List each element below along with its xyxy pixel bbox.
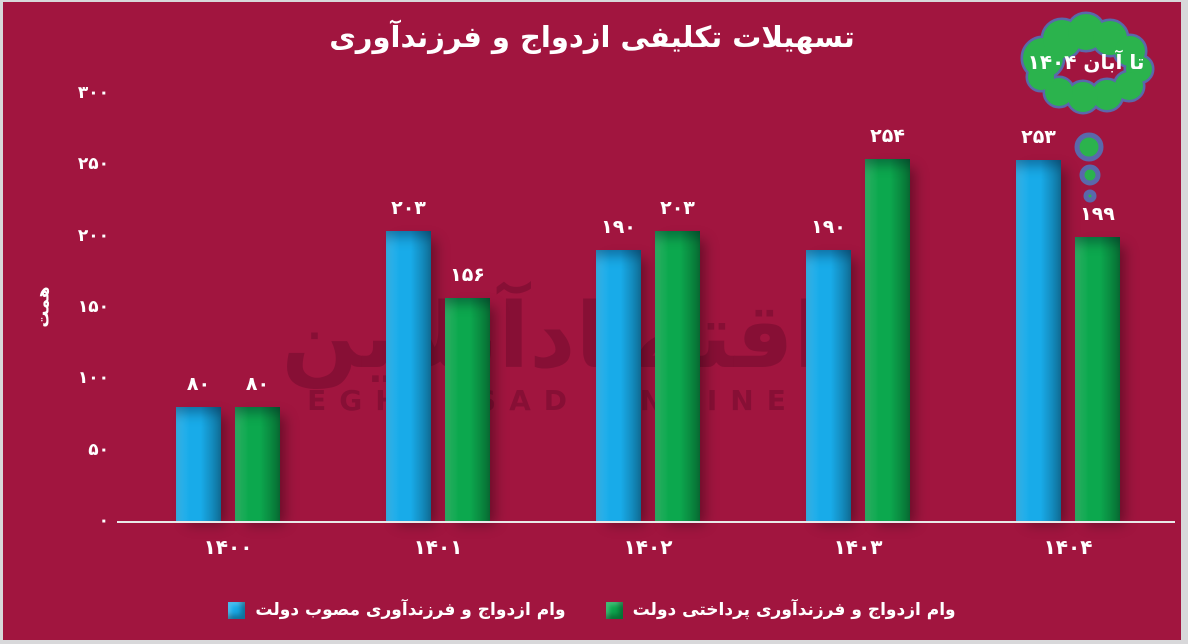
bar-value-label: ۱۹۰ bbox=[811, 215, 846, 238]
bar-group: ۲۵۳ ۱۹۹ ۱۴۰۴ bbox=[963, 93, 1173, 559]
chart-title: تسهیلات تکلیفی ازدواج و فرزندآوری bbox=[329, 20, 855, 54]
bar-group: ۲۰۳ ۱۵۶ ۱۴۰۱ bbox=[333, 93, 543, 559]
y-tick-label: ۲۰۰ bbox=[77, 225, 109, 246]
bar-approved: ۱۹۰ bbox=[596, 216, 641, 521]
legend-swatch-icon bbox=[605, 601, 623, 619]
y-axis: ۰ ۵۰ ۱۰۰ ۱۵۰ ۲۰۰ ۲۵۰ ۳۰۰ bbox=[43, 83, 109, 531]
x-category-label: ۱۴۰۱ bbox=[413, 535, 463, 559]
plot-groups: ۸۰ ۸۰ ۱۴۰۰ ۲۰۳ ۱۵۶ ۱۴۰۱ ۱۹۰ ۲۰۳ ۱۴۰۲ ۱۹۰ ۲۵۴ ۱۴۰۳ ۲۵… bbox=[123, 93, 1173, 559]
bar-paid: ۸۰ bbox=[235, 373, 280, 521]
bar-value-label: ۲۰۳ bbox=[660, 197, 695, 220]
bar-value-label: ۲۵۳ bbox=[1021, 126, 1056, 149]
thought-cloud-icon bbox=[1020, 11, 1155, 203]
legend-item: وام ازدواج و فرزندآوری مصوب دولت bbox=[228, 600, 566, 620]
y-tick-label: ۳۰۰ bbox=[77, 83, 109, 103]
bar-value-label: ۸۰ bbox=[186, 372, 211, 395]
bar-value-label: ۸۰ bbox=[245, 372, 270, 395]
x-category-label: ۱۴۰۳ bbox=[833, 535, 883, 559]
y-tick-label: ۰ bbox=[98, 511, 109, 531]
bar-value-label: ۱۹۹ bbox=[1080, 203, 1115, 226]
bar-approved: ۱۹۰ bbox=[806, 216, 851, 521]
legend-swatch-icon bbox=[228, 601, 246, 619]
plot-area: ۰ ۵۰ ۱۰۰ ۱۵۰ ۲۰۰ ۲۵۰ ۳۰۰ همت ۸۰ ۸۰ ۱۴۰۰ ۲۰۳ ۱۵۶ ۱۴۰… bbox=[34, 83, 1175, 559]
bar-paid: ۱۵۶ bbox=[445, 264, 490, 521]
y-tick-label: ۵۰ bbox=[88, 439, 109, 460]
bar-group: ۱۹۰ ۲۵۴ ۱۴۰۳ bbox=[753, 93, 963, 559]
bar-paid: ۱۹۹ bbox=[1075, 203, 1120, 521]
chart-panel: تسهیلات تکلیفی ازدواج و فرزندآوری اقتصاد… bbox=[3, 2, 1181, 640]
y-tick-label: ۱۵۰ bbox=[77, 297, 109, 317]
y-axis-unit-label: همت bbox=[33, 286, 54, 328]
x-category-label: ۱۴۰۰ bbox=[203, 535, 253, 559]
bar-value-label: ۱۵۶ bbox=[450, 264, 485, 287]
y-tick-label: ۲۵۰ bbox=[77, 154, 109, 175]
x-axis-line bbox=[117, 521, 1175, 523]
annotation-bubble: تا آبان ۱۴۰۴ bbox=[1007, 6, 1165, 211]
bar-value-label: ۲۰۳ bbox=[391, 197, 426, 220]
bar-approved: ۲۵۳ bbox=[1016, 126, 1061, 521]
bar-approved: ۸۰ bbox=[176, 373, 221, 521]
bar-approved: ۲۰۳ bbox=[386, 197, 431, 521]
x-category-label: ۱۴۰۴ bbox=[1043, 535, 1093, 559]
annotation-text: تا آبان ۱۴۰۴ bbox=[1027, 50, 1145, 74]
legend-label: وام ازدواج و فرزندآوری مصوب دولت bbox=[255, 600, 566, 620]
bar-value-label: ۱۹۰ bbox=[601, 215, 636, 238]
legend: وام ازدواج و فرزندآوری مصوب دولت وام ازدو… bbox=[3, 600, 1181, 620]
bar-value-label: ۲۵۴ bbox=[870, 124, 905, 147]
bar-paid: ۲۵۴ bbox=[865, 125, 910, 521]
x-category-label: ۱۴۰۲ bbox=[623, 535, 673, 559]
bar-paid: ۲۰۳ bbox=[655, 197, 700, 521]
legend-item: وام ازدواج و فرزندآوری پرداختی دولت bbox=[605, 600, 956, 620]
bar-group: ۸۰ ۸۰ ۱۴۰۰ bbox=[123, 93, 333, 559]
legend-label: وام ازدواج و فرزندآوری پرداختی دولت bbox=[632, 600, 956, 620]
bar-group: ۱۹۰ ۲۰۳ ۱۴۰۲ bbox=[543, 93, 753, 559]
y-tick-label: ۱۰۰ bbox=[77, 368, 109, 389]
